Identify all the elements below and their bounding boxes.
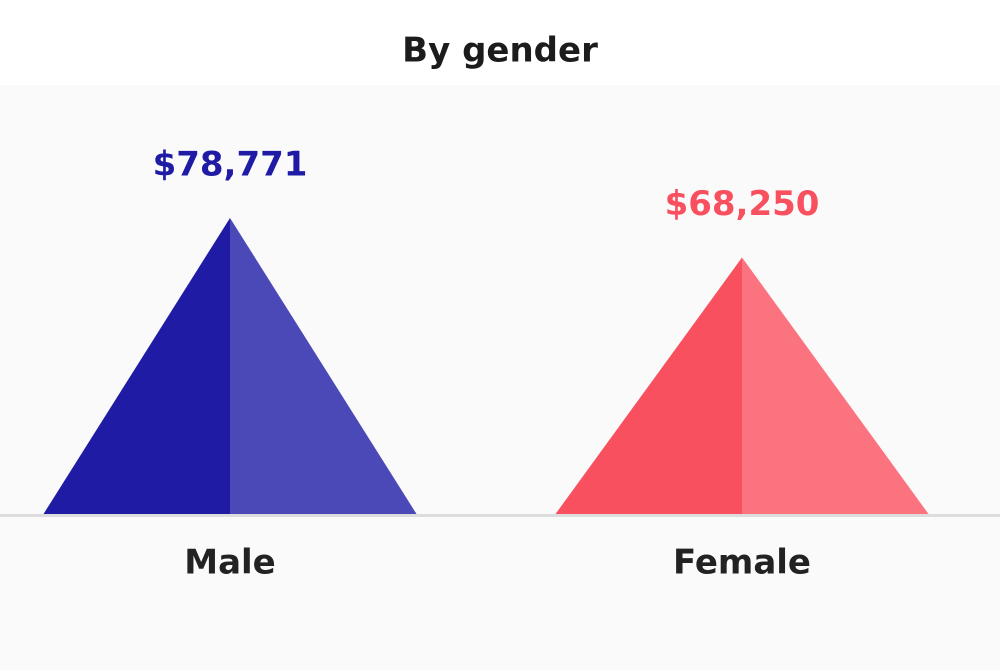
category-label: Female (673, 543, 811, 583)
value-label: $78,771 (153, 145, 308, 185)
triangle-bar (555, 257, 929, 514)
bar-shading (742, 257, 929, 514)
triangle-bar (43, 218, 417, 514)
bar-shading (230, 218, 417, 514)
chart-title: By gender (402, 31, 598, 71)
value-label: $68,250 (665, 184, 820, 224)
category-label: Male (184, 543, 276, 583)
